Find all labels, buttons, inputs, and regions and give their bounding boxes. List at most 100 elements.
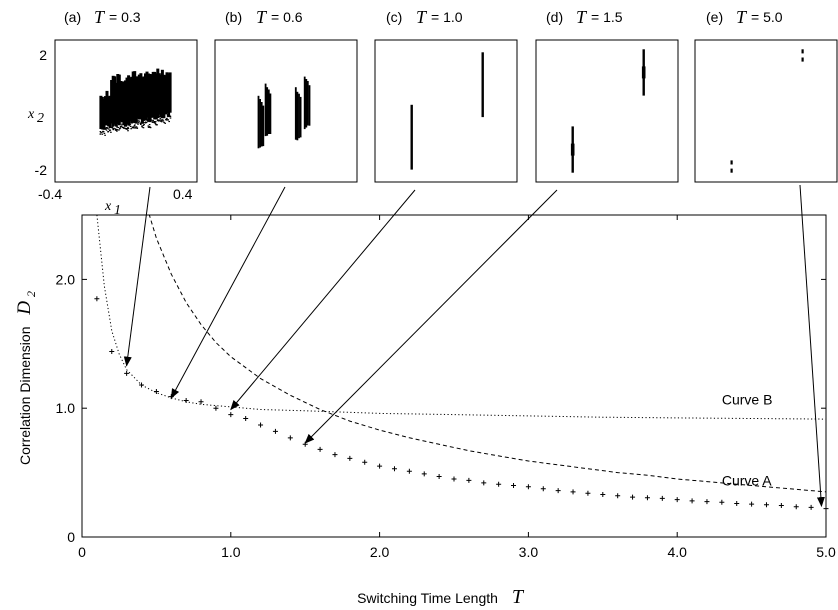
- attractor-point: [119, 127, 122, 129]
- attractor-streak: [298, 93, 300, 139]
- attractor-point: [141, 126, 144, 128]
- main-ylabel-sub: 2: [24, 291, 38, 297]
- data-point-marker: [734, 501, 740, 507]
- pointer-arrow: [799, 184, 825, 508]
- svg-text:Correlation Dimension: Correlation Dimension D 2: [14, 291, 38, 465]
- attractor-point: [127, 128, 130, 130]
- data-point-marker: [630, 494, 636, 500]
- attractor-column: [100, 96, 104, 130]
- attractor-point: [105, 129, 108, 131]
- attractor-point: [120, 126, 123, 128]
- panel-e-label: (e): [706, 9, 723, 25]
- data-point-marker: [228, 412, 234, 418]
- panel-a-ytick-bottom: -2: [35, 162, 48, 178]
- attractor-point: [142, 127, 145, 129]
- attractor-point: [101, 131, 104, 133]
- attractor-point: [132, 126, 135, 128]
- attractor-point: [108, 128, 110, 130]
- attractor-point: [148, 124, 151, 126]
- attractor-streak: [305, 79, 308, 128]
- attractor-point: [151, 121, 154, 123]
- data-point-marker: [436, 473, 442, 479]
- panel-a-xlabel-var: x: [104, 199, 112, 214]
- attractor-point: [115, 129, 117, 131]
- data-point-marker: [272, 428, 278, 434]
- data-point-marker: [347, 455, 353, 461]
- attractor-point: [164, 122, 166, 124]
- main-ylabel-var: D: [14, 301, 35, 316]
- attractor-point: [128, 124, 131, 126]
- attractor-point: [168, 115, 171, 117]
- attractor-column: [117, 74, 121, 126]
- attractor-point: [131, 126, 134, 128]
- pointer-arrow: [170, 186, 286, 399]
- data-point-marker: [198, 399, 204, 405]
- panel-a-xlabel-sub: 1: [114, 203, 121, 218]
- attractor-point: [145, 121, 148, 123]
- attractor-point: [122, 124, 125, 126]
- attractor-point: [116, 130, 118, 132]
- attractor-column: [120, 81, 124, 123]
- attractor-point: [148, 126, 151, 128]
- attractor-point: [142, 124, 145, 126]
- panel-a-points: [99, 68, 172, 136]
- attractor-point: [153, 121, 156, 123]
- main-curve-labels: Curve A Curve B: [722, 391, 773, 488]
- inset-panel-d: (d) T = 1.5: [535, 7, 679, 183]
- attractor-point: [104, 128, 107, 130]
- curve-b-label: Curve B: [722, 391, 773, 407]
- attractor-point: [801, 49, 804, 54]
- attractor-streak: [306, 81, 309, 126]
- data-point-marker: [481, 480, 487, 486]
- panel-a-label: (a): [64, 9, 81, 25]
- data-point-marker: [362, 459, 368, 465]
- attractor-point: [152, 119, 154, 122]
- attractor-point: [112, 125, 114, 128]
- attractor-point: [143, 123, 145, 126]
- panel-b-T-value: = 0.6: [271, 9, 303, 25]
- attractor-streak: [264, 83, 267, 137]
- y-tick-label: 2.0: [56, 271, 76, 287]
- attractor-point: [154, 121, 157, 123]
- panel-d-frame: [535, 39, 679, 183]
- data-point-marker: [659, 495, 665, 501]
- attractor-point: [167, 119, 169, 121]
- attractor-point: [168, 120, 170, 123]
- x-tick-label: 3.0: [519, 544, 539, 560]
- panel-c-frame: [374, 39, 518, 183]
- attractor-point: [147, 125, 150, 127]
- inset-panel-a: (a) T = 0.3 2 -2 x 2 -0.4 0.4 x 1: [27, 7, 198, 218]
- data-point-marker: [94, 296, 100, 302]
- attractor-point: [158, 119, 161, 121]
- data-point-marker: [555, 488, 561, 494]
- attractor-point: [130, 128, 132, 130]
- panel-b-T-symbol: T: [256, 7, 268, 27]
- attractor-point: [117, 126, 120, 129]
- data-point-marker: [689, 498, 695, 504]
- data-point-marker: [391, 466, 397, 472]
- attractor-streak: [266, 87, 269, 136]
- attractor-point: [133, 127, 135, 129]
- y-tick-label: 1.0: [56, 400, 76, 416]
- attractor-point: [112, 129, 115, 131]
- attractor-point: [122, 126, 125, 129]
- data-point-marker: [183, 397, 189, 403]
- attractor-streak: [308, 85, 311, 126]
- attractor-point: [149, 127, 152, 129]
- attractor-point: [144, 121, 147, 123]
- attractor-streak: [262, 105, 265, 147]
- attractor-point: [109, 129, 112, 131]
- data-point-marker: [332, 452, 338, 458]
- data-point-marker: [451, 476, 457, 482]
- data-point-marker: [793, 504, 799, 510]
- data-point-marker: [139, 382, 145, 388]
- attractor-column: [130, 76, 134, 124]
- data-point-marker: [615, 493, 621, 499]
- curve-a-label: Curve A: [722, 472, 772, 488]
- attractor-point: [129, 123, 132, 125]
- data-point-marker: [109, 349, 115, 355]
- attractor-point: [136, 127, 139, 129]
- attractor-column: [110, 80, 114, 124]
- data-point-marker: [287, 435, 293, 441]
- attractor-streak: [257, 95, 260, 149]
